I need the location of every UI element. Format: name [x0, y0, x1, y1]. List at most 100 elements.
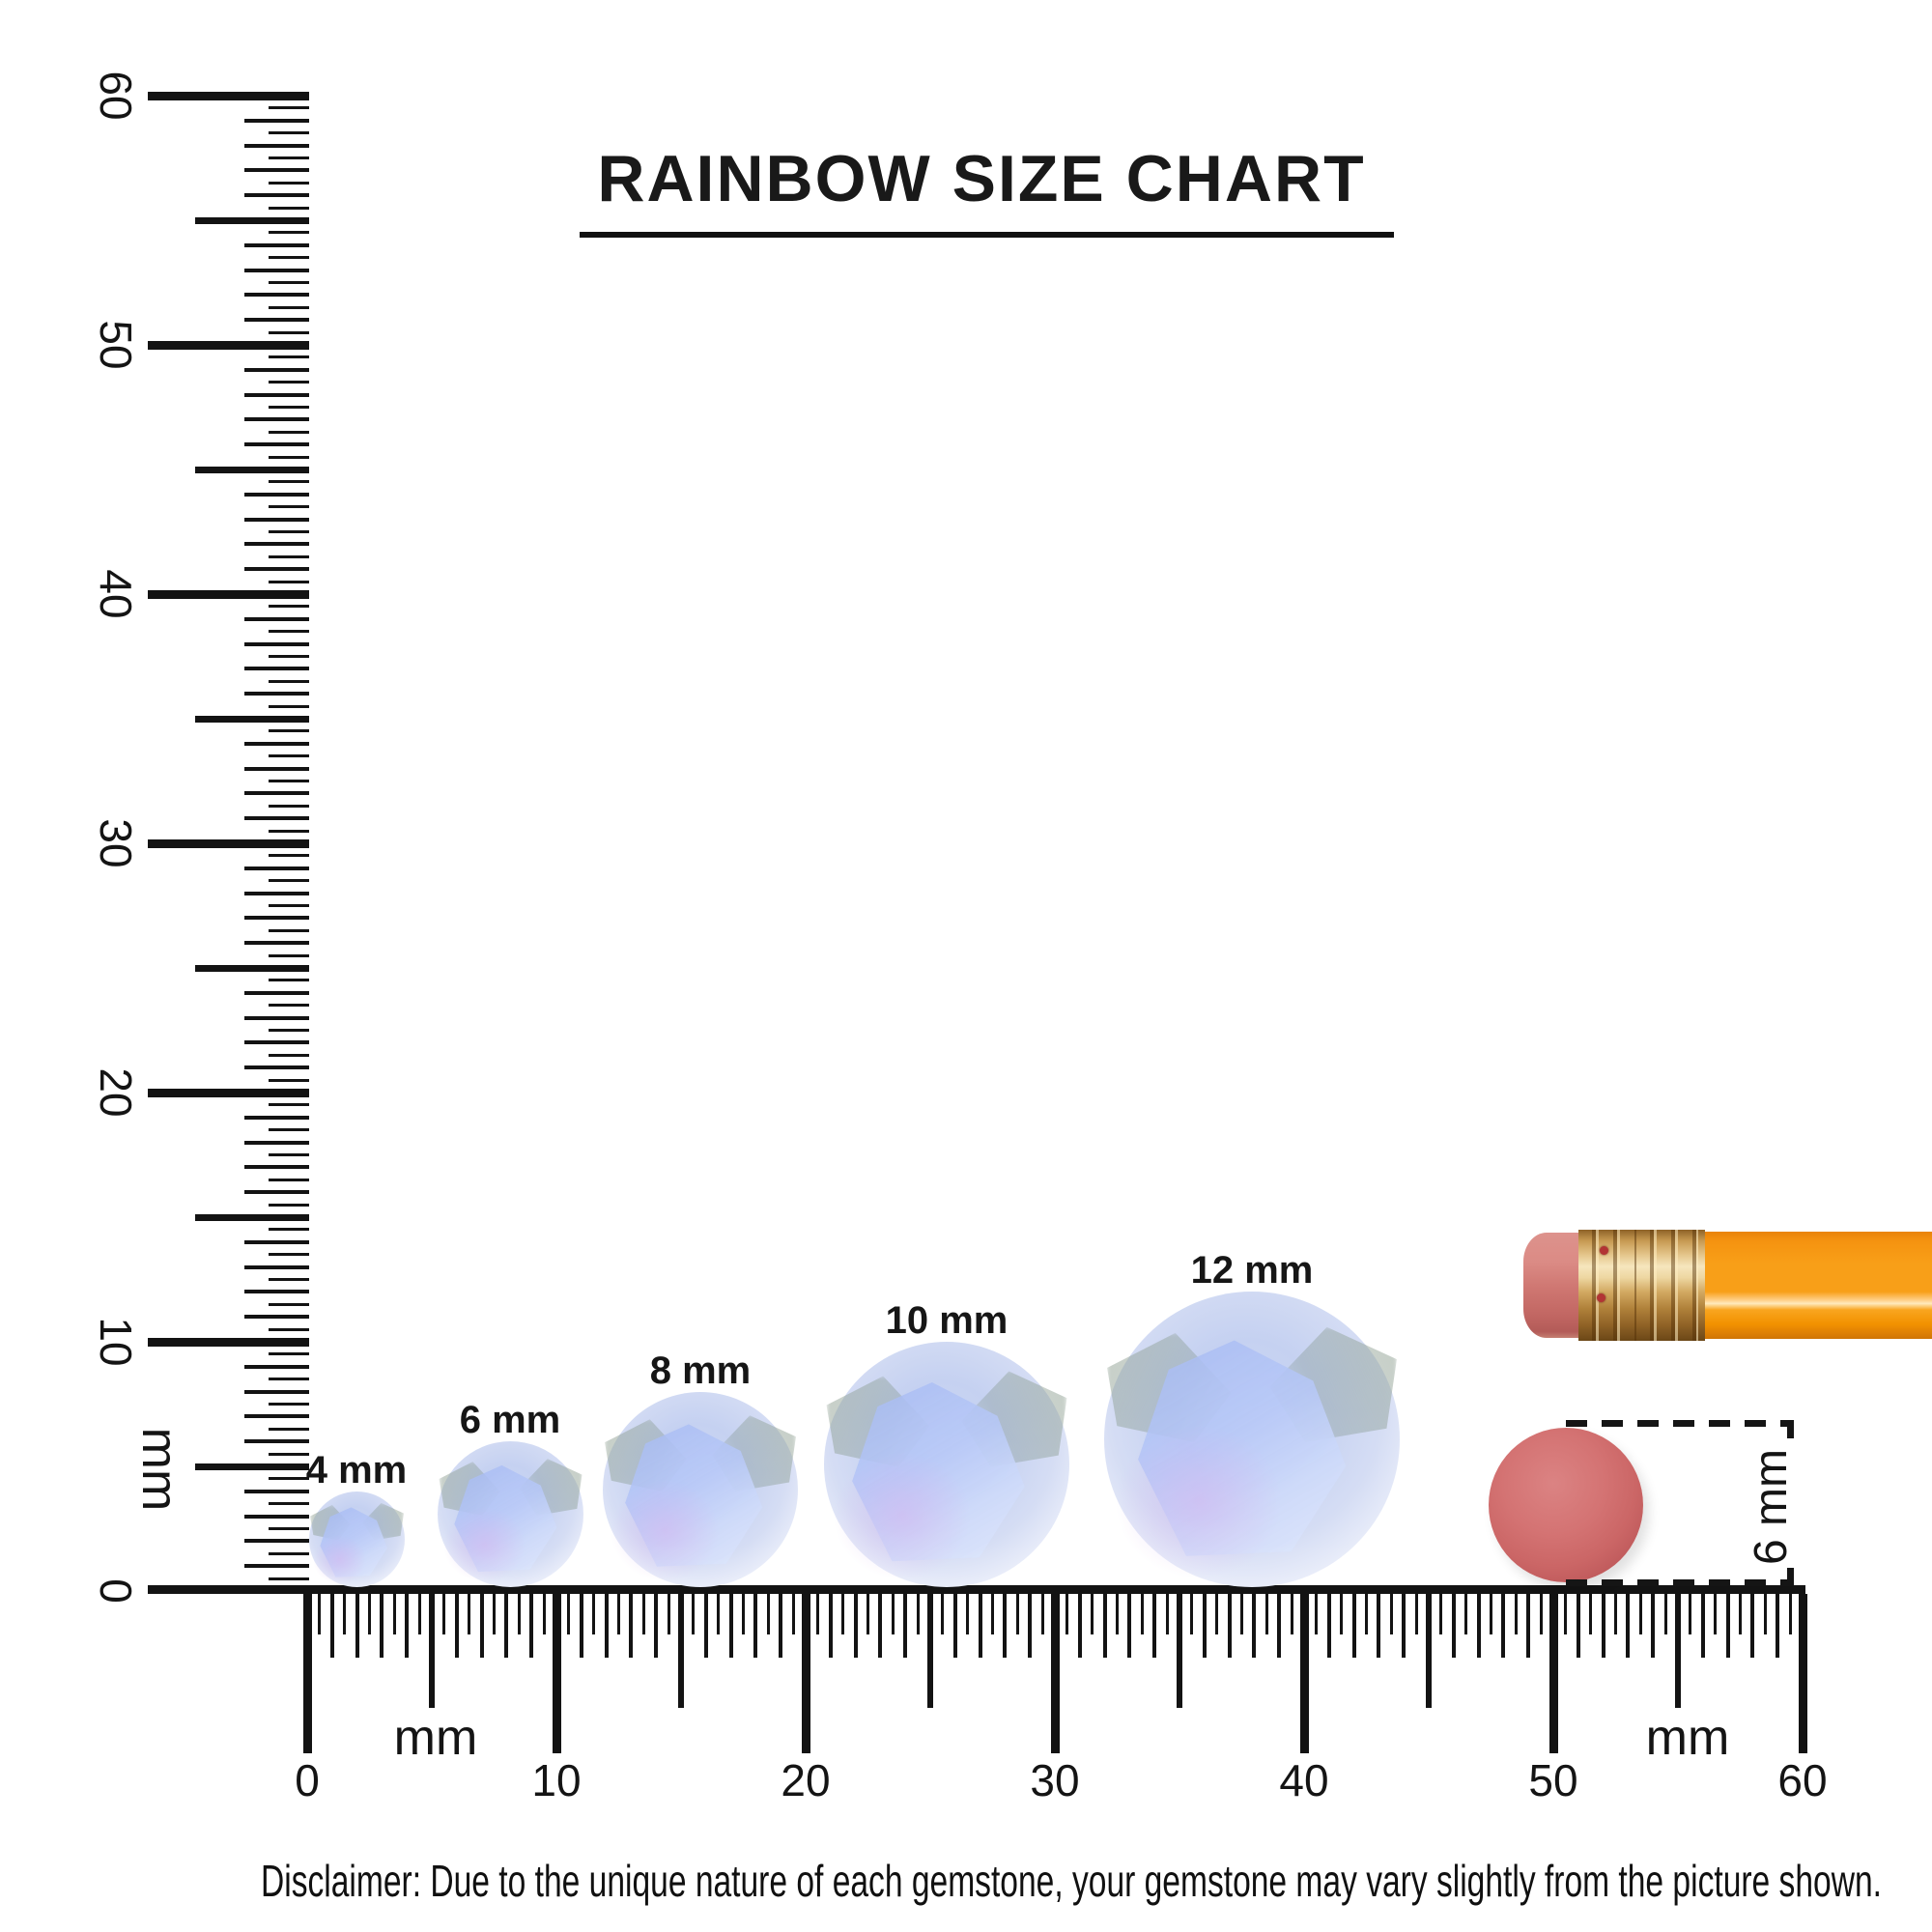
horizontal-ruler-tick [629, 1594, 633, 1658]
gemstone [438, 1441, 583, 1587]
vertical-ruler-tick [269, 530, 309, 533]
vertical-ruler-tick [269, 306, 309, 309]
horizontal-ruler-tick [1526, 1594, 1530, 1658]
horizontal-ruler-tick [518, 1594, 521, 1634]
horizontal-ruler-tick [1265, 1594, 1268, 1634]
vertical-ruler-tick [244, 1190, 309, 1194]
ferrule-crimp-lines [1650, 1230, 1698, 1341]
vertical-ruler-tick [269, 1128, 309, 1131]
horizontal-ruler-tick [642, 1594, 645, 1634]
horizontal-ruler-number: 20 [781, 1755, 831, 1805]
horizontal-ruler-tick [1764, 1594, 1767, 1634]
vertical-ruler-tick [269, 904, 309, 907]
vertical-ruler-tick [244, 941, 309, 945]
horizontal-ruler-tick [953, 1594, 957, 1658]
horizontal-ruler-tick [1016, 1594, 1019, 1634]
vertical-ruler-tick [244, 692, 309, 696]
horizontal-ruler-tick [1789, 1594, 1792, 1634]
horizontal-ruler-tick [717, 1594, 720, 1634]
horizontal-ruler-tick [429, 1594, 435, 1708]
horizontal-ruler-tick [1439, 1594, 1442, 1634]
horizontal-ruler-tick [1352, 1594, 1356, 1658]
vertical-ruler-tick [269, 131, 309, 134]
gemstone [824, 1342, 1069, 1587]
vertical-ruler-tick [269, 655, 309, 658]
vertical-ruler-tick [269, 480, 309, 483]
vertical-ruler-tick [244, 991, 309, 995]
horizontal-ruler-tick [1215, 1594, 1218, 1634]
horizontal-ruler-tick [493, 1594, 496, 1634]
horizontal-ruler-tick [442, 1594, 445, 1634]
horizontal-ruler-tick [1315, 1594, 1318, 1634]
vertical-ruler-tick [269, 1552, 309, 1555]
vertical-ruler-tick [244, 1515, 309, 1519]
vertical-ruler-tick [269, 780, 309, 782]
vertical-ruler-tick [269, 505, 309, 508]
vertical-ruler-tick [244, 791, 309, 795]
horizontal-ruler-tick [1103, 1594, 1107, 1658]
horizontal-ruler-tick [617, 1594, 620, 1634]
horizontal-ruler-tick [567, 1594, 570, 1634]
gem-size-label: 8 mm [649, 1350, 752, 1392]
pencil-ferrule [1578, 1230, 1705, 1341]
vertical-ruler-unit-label: mm [131, 1427, 187, 1512]
vertical-ruler-tick [244, 1265, 309, 1269]
horizontal-ruler-tick [1564, 1594, 1567, 1634]
horizontal-ruler-tick [1714, 1594, 1717, 1634]
horizontal-ruler-tick [1203, 1594, 1207, 1658]
horizontal-ruler-tick [692, 1594, 695, 1634]
horizontal-ruler-tick [729, 1594, 733, 1658]
horizontal-ruler-tick [779, 1594, 782, 1658]
eraser-end-view [1489, 1428, 1643, 1582]
horizontal-ruler-tick [368, 1594, 371, 1634]
horizontal-ruler-tick [802, 1594, 810, 1753]
horizontal-ruler-tick [380, 1594, 384, 1658]
vertical-ruler-tick [269, 1352, 309, 1355]
vertical-ruler-tick [244, 1116, 309, 1120]
vertical-ruler-tick [269, 331, 309, 334]
horizontal-ruler-tick [1252, 1594, 1256, 1658]
title-underline [580, 232, 1394, 238]
gemstone [1104, 1292, 1400, 1587]
horizontal-ruler-tick [1651, 1594, 1655, 1658]
vertical-ruler-tick [244, 642, 309, 646]
vertical-ruler-number: 60 [91, 71, 141, 121]
vertical-ruler-tick [244, 318, 309, 322]
gem-size-label: 10 mm [885, 1299, 1009, 1342]
vertical-ruler-tick [148, 839, 309, 848]
horizontal-ruler-tick [1415, 1594, 1418, 1634]
horizontal-ruler-tick [1228, 1594, 1232, 1658]
horizontal-ruler-tick [1589, 1594, 1592, 1634]
ferrule-dot [1600, 1246, 1608, 1255]
horizontal-ruler-tick [504, 1594, 508, 1658]
pencil-body [1705, 1232, 1932, 1339]
ruler-baseline [148, 1585, 1805, 1594]
horizontal-ruler-tick [767, 1594, 770, 1634]
horizontal-ruler-tick [792, 1594, 795, 1634]
vertical-ruler-tick [269, 281, 309, 284]
horizontal-ruler-tick [1091, 1594, 1094, 1634]
vertical-ruler-tick [244, 816, 309, 820]
vertical-ruler-tick [269, 231, 309, 234]
horizontal-ruler-tick [1577, 1594, 1580, 1658]
vertical-ruler-tick [244, 1141, 309, 1145]
horizontal-ruler-tick [1452, 1594, 1456, 1658]
vertical-ruler-tick [244, 1065, 309, 1069]
measure-dash-end-bottom [1787, 1568, 1794, 1586]
horizontal-ruler-tick [917, 1594, 920, 1634]
horizontal-ruler-tick [1799, 1594, 1807, 1753]
horizontal-ruler-number: 10 [531, 1755, 582, 1805]
horizontal-ruler-tick [1240, 1594, 1243, 1634]
horizontal-ruler-tick [1127, 1594, 1131, 1658]
horizontal-ruler-tick [941, 1594, 944, 1634]
horizontal-ruler-tick [1402, 1594, 1406, 1658]
horizontal-ruler-tick [1028, 1594, 1032, 1658]
vertical-ruler-tick [269, 1179, 309, 1181]
vertical-ruler-tick [269, 705, 309, 708]
horizontal-ruler-tick [1549, 1594, 1558, 1753]
vertical-ruler-tick [269, 1328, 309, 1331]
vertical-ruler-tick [244, 442, 309, 446]
horizontal-ruler-tick [1602, 1594, 1605, 1658]
vertical-ruler-tick [269, 1502, 309, 1505]
vertical-ruler-tick [269, 1303, 309, 1306]
